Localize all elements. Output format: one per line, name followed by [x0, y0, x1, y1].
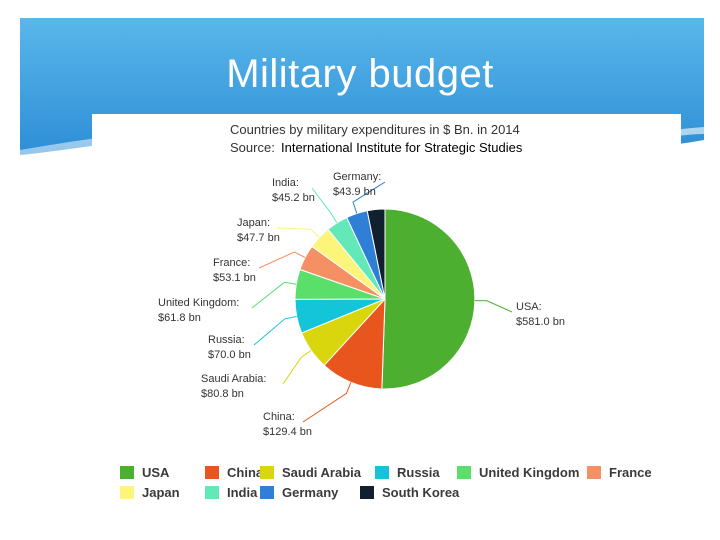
pie-label-value: $45.2 bn — [272, 192, 315, 204]
pie-label-name: Germany: — [333, 171, 381, 183]
pie-label-name: Russia: — [208, 334, 245, 346]
legend-swatch — [375, 466, 389, 479]
legend-swatch — [457, 466, 471, 479]
legend-label: USA — [142, 465, 170, 480]
pie-connector-india — [311, 187, 338, 224]
pie-label-name: China: — [263, 411, 295, 423]
pie-connector-united-kingdom — [251, 281, 297, 309]
chart-source-prefix: Source: — [230, 140, 275, 155]
pie-slice-usa — [381, 208, 476, 390]
pie-label-value: $80.8 bn — [201, 388, 244, 400]
pie-connector-saudi-arabia — [282, 349, 312, 385]
legend-label: China — [227, 465, 264, 480]
legend-swatch — [120, 466, 134, 479]
pie-label-value: $581.0 bn — [516, 316, 565, 328]
legend-swatch — [260, 466, 274, 479]
pie-label-value: $43.9 bn — [333, 186, 376, 198]
pie-connector-germany — [352, 181, 386, 214]
pie-label-value: $61.8 bn — [158, 312, 201, 324]
legend-label: France — [609, 465, 652, 480]
legend-label: South Korea — [382, 485, 460, 500]
legend-label: Saudi Arabia — [282, 465, 361, 480]
pie-label-name: United Kingdom: — [158, 297, 239, 309]
pie-connector-china — [302, 382, 352, 423]
slide-title: Military budget — [226, 52, 494, 96]
legend-swatch — [205, 466, 219, 479]
legend-swatch — [205, 486, 219, 499]
pie-label-value: $53.1 bn — [213, 272, 256, 284]
pie-label-name: Japan: — [237, 217, 270, 229]
pie-chart: Countries by military expenditures in $ … — [92, 114, 681, 442]
pie-label-name: Saudi Arabia: — [201, 373, 266, 385]
pie-connector-usa — [474, 300, 513, 313]
pie-slices — [294, 208, 476, 390]
pie-label-value: $70.0 bn — [208, 349, 251, 361]
chart-source: International Institute for Strategic St… — [281, 140, 523, 155]
pie-chart-svg: Countries by military expenditures in $ … — [158, 122, 565, 438]
pie-label-name: USA: — [516, 301, 542, 313]
pie-slice-china — [323, 297, 386, 390]
legend-label: United Kingdom — [479, 465, 580, 480]
pie-slice-south-korea — [366, 208, 386, 300]
legend-swatch — [587, 466, 601, 479]
legend-swatch — [260, 486, 274, 499]
pie-label-value: $129.4 bn — [263, 426, 312, 438]
pie-connector-russia — [253, 316, 297, 346]
legend-swatch — [360, 486, 374, 499]
legend-label: Russia — [397, 465, 440, 480]
pie-connector-japan — [276, 227, 320, 238]
pie-connector-france — [258, 251, 306, 269]
legend-label: Germany — [282, 485, 339, 500]
pie-label-name: France: — [213, 257, 250, 269]
legend-label: Japan — [142, 485, 180, 500]
legend-label: India — [227, 485, 258, 500]
pie-labels: USA: $581.0 bn China: $129.4 bn Saudi Arabia… — [158, 171, 565, 438]
chart-title: Countries by military expenditures in $ … — [230, 122, 520, 137]
pie-label-name: India: — [272, 177, 299, 189]
pie-label-value: $47.7 bn — [237, 232, 280, 244]
legend-swatch — [120, 486, 134, 499]
